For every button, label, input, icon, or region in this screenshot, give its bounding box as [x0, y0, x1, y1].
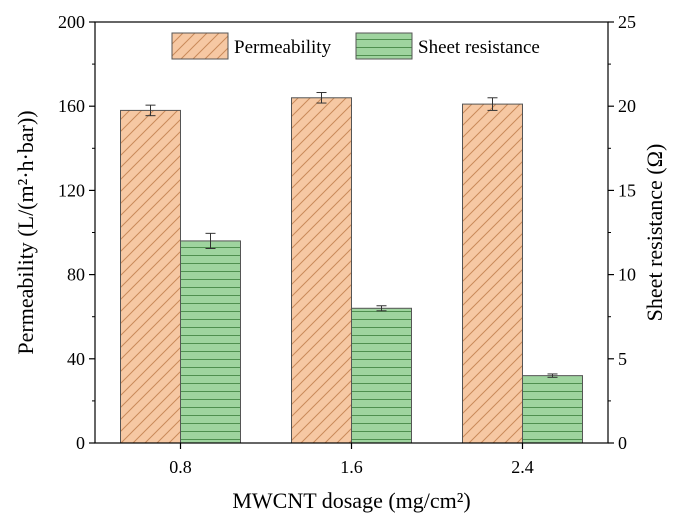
y2-tick-label: 10 — [618, 265, 636, 285]
y2-tick-label: 15 — [618, 180, 636, 200]
legend-swatch — [171, 32, 229, 60]
x-tick-label: 0.8 — [169, 457, 192, 477]
error-bar-sheet-resistance-2.4 — [547, 373, 558, 378]
legend-item-permeability: Permeability — [171, 32, 332, 60]
y-tick-label: 120 — [58, 180, 85, 200]
y2-tick-label: 20 — [618, 96, 636, 116]
legend-swatch — [355, 32, 413, 60]
error-bar-sheet-resistance-0.8 — [205, 232, 216, 249]
y2-tick-label: 25 — [618, 12, 636, 32]
legend-label: Permeability — [234, 37, 332, 58]
bar-permeability-0.8 — [120, 109, 181, 444]
y-tick-label: 40 — [67, 349, 85, 369]
axes-layer: 0 40 80 120 160 200 0 5 10 15 20 25 0.8 1.6 2.4 — [58, 12, 636, 477]
error-bar-sheet-resistance-1.6 — [376, 305, 387, 312]
y-tick-label: 0 — [76, 433, 85, 453]
bar-sheet-resistance-2.4 — [522, 375, 583, 444]
y-tick-label: 80 — [67, 265, 85, 285]
x-tick-label: 1.6 — [340, 457, 363, 477]
legend: Permeability Sheet resistance — [171, 32, 540, 60]
bars-layer — [120, 97, 583, 444]
legend-item-sheet-resistance: Sheet resistance — [355, 32, 540, 60]
bar-permeability-2.4 — [462, 103, 523, 444]
error-bar-permeability-1.6 — [316, 92, 327, 104]
x-axis-title: MWCNT dosage (mg/cm²) — [232, 488, 470, 513]
bar-sheet-resistance-0.8 — [180, 240, 241, 444]
y-axis-title: Permeability (L/(m²·h·bar)) — [13, 110, 38, 354]
bar-sheet-resistance-1.6 — [351, 307, 412, 444]
error-bar-permeability-2.4 — [487, 97, 498, 111]
error-bar-permeability-0.8 — [145, 104, 156, 117]
y2-tick-label: 5 — [618, 349, 627, 369]
x-tick-label: 2.4 — [511, 457, 534, 477]
y2-axis-title: Sheet resistance (Ω) — [642, 144, 667, 322]
y-tick-label: 200 — [58, 12, 85, 32]
bar-permeability-1.6 — [291, 97, 352, 444]
y2-tick-label: 0 — [618, 433, 627, 453]
error-bars-layer — [145, 92, 558, 378]
legend-label: Sheet resistance — [418, 37, 540, 58]
y-tick-label: 160 — [58, 96, 85, 116]
